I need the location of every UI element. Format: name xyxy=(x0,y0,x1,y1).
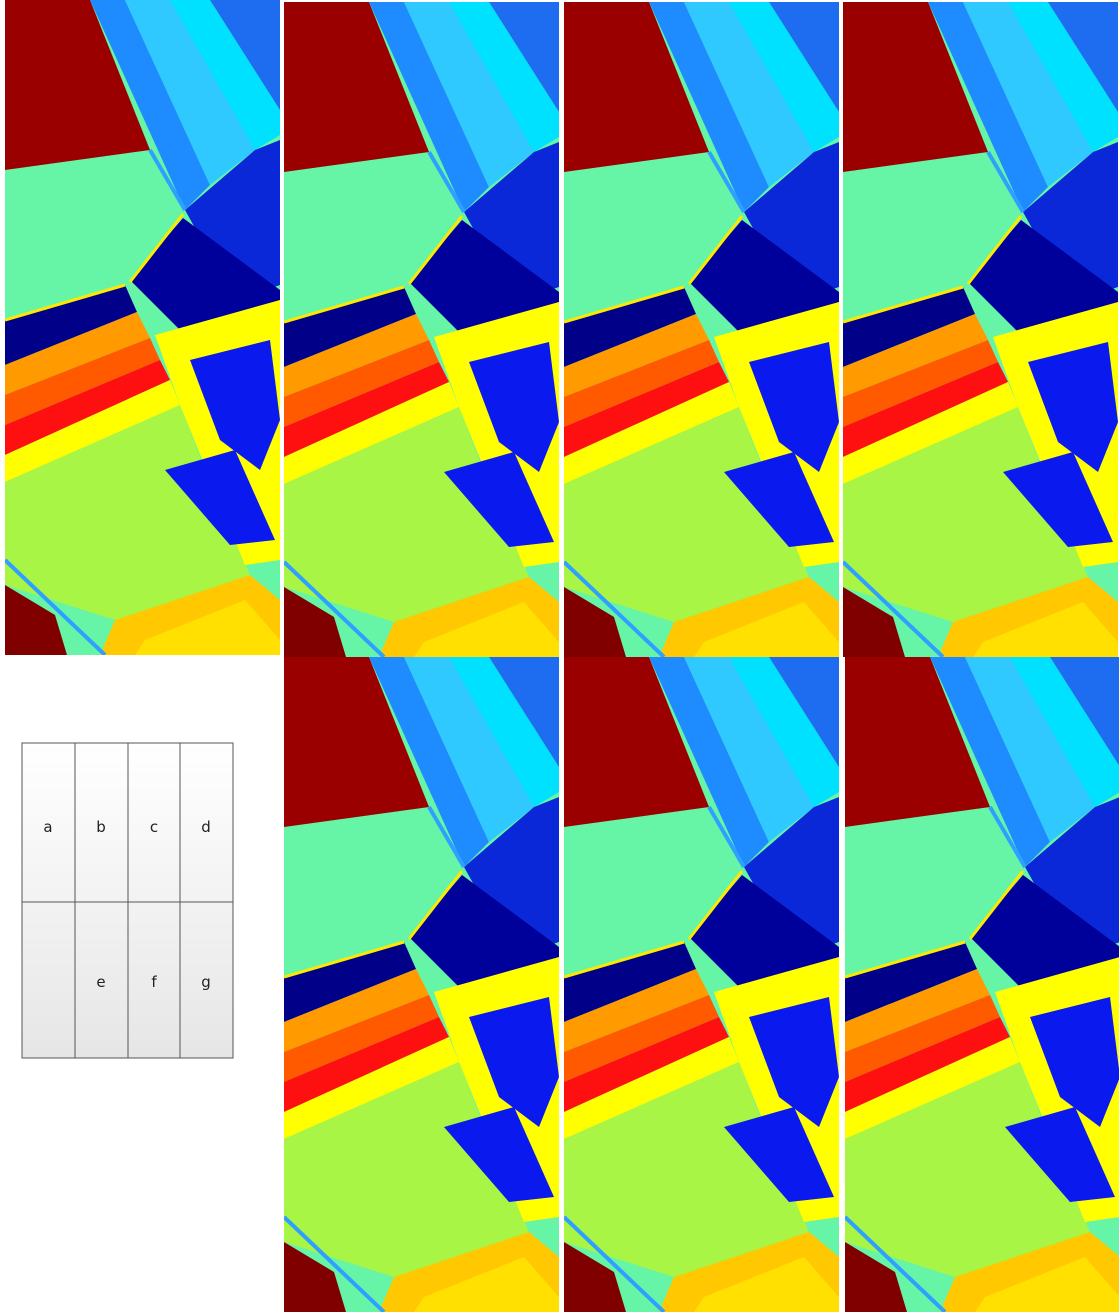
layout-key: a b c d e f g xyxy=(22,743,233,1058)
key-label: a xyxy=(43,818,52,836)
classification-map xyxy=(564,2,839,657)
key-label: d xyxy=(201,818,211,836)
key-label: g xyxy=(201,973,211,991)
classification-map xyxy=(843,2,1118,657)
key-label: f xyxy=(151,973,157,991)
classification-map xyxy=(845,657,1119,1312)
classification-map xyxy=(564,657,839,1312)
classification-map xyxy=(5,0,280,655)
figure-canvas: a b c d e f g xyxy=(0,0,1119,1313)
classification-map xyxy=(284,657,559,1312)
figure: a b c d e f g xyxy=(0,0,1119,1313)
key-label: b xyxy=(96,818,106,836)
classification-map xyxy=(284,2,559,657)
key-label: c xyxy=(150,818,158,836)
key-label: e xyxy=(96,973,105,991)
